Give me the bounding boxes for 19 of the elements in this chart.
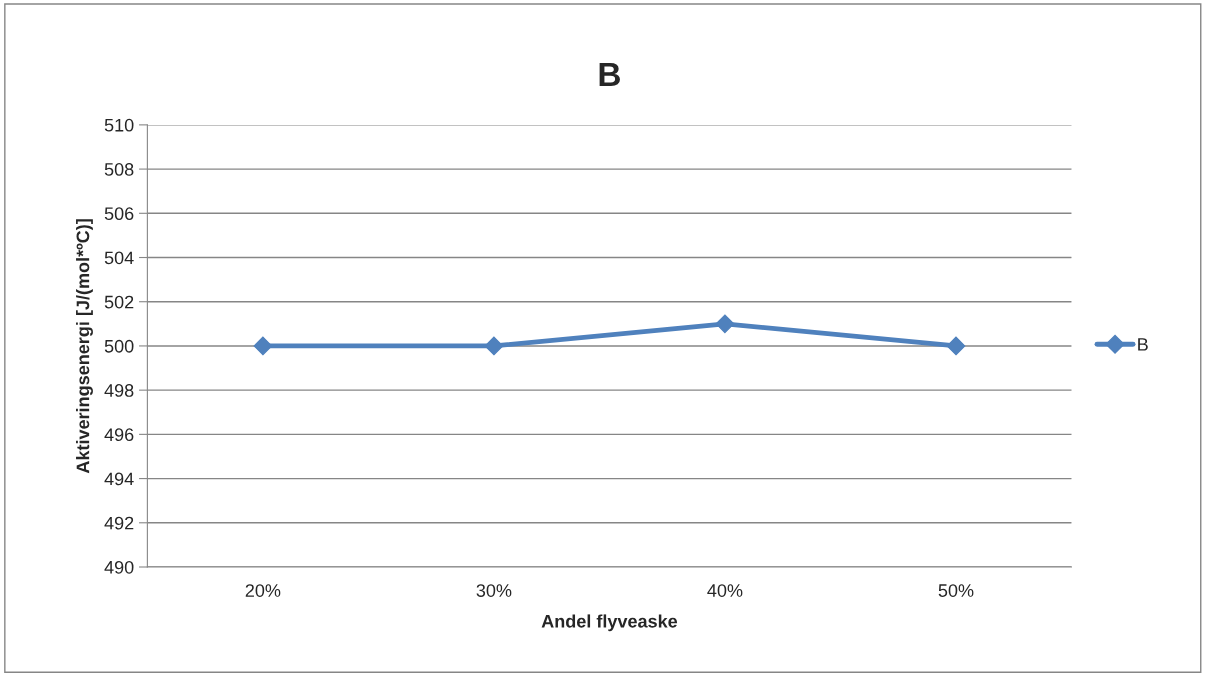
chart-title: B	[599, 63, 620, 86]
y-tick-label: 498	[104, 384, 134, 397]
y-tick-label: 492	[104, 516, 134, 530]
y-tick-label: 508	[104, 163, 134, 176]
y-tick-label: 502	[104, 295, 134, 309]
y-tick-label: 490	[104, 560, 134, 574]
x-tick-label: 40%	[707, 584, 743, 597]
y-tick-label: 494	[104, 472, 134, 486]
x-tick-label: 30%	[476, 584, 512, 597]
x-axis-title: Andel flyveaske	[541, 614, 678, 632]
x-tick-label: 50%	[938, 584, 974, 597]
x-tick-label: 20%	[245, 584, 281, 597]
y-tick-label: 510	[104, 118, 134, 132]
y-tick-label: 506	[104, 207, 134, 221]
y-axis-title: Aktiveringsenergi [J/(mol*ºC)]	[76, 219, 93, 474]
y-tick-label: 500	[104, 339, 134, 353]
legend-label: B	[1138, 338, 1148, 351]
y-tick-label: 496	[104, 428, 134, 442]
y-tick-label: 504	[104, 251, 134, 265]
